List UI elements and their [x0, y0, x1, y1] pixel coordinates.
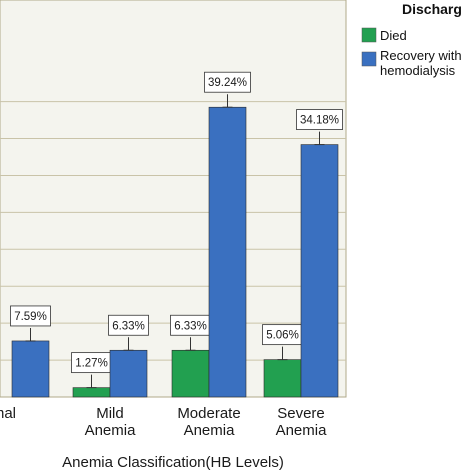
data-label-box — [10, 305, 51, 327]
data-label: 6.33% — [112, 320, 145, 332]
bar-died — [263, 359, 302, 398]
data-label: 1.27% — [75, 358, 108, 370]
x-tick-label: Moderate — [177, 405, 240, 422]
data-label: 7.59% — [14, 311, 47, 323]
bars: 1.27% 6.33% 5.06% 7.59% 6.33% 39.24% 34.18% — [10, 71, 343, 398]
data-label: 6.33% — [174, 320, 207, 332]
data-label-box — [296, 109, 343, 130]
legend: Discharg Died Recovery with hemodialysis — [361, 1, 462, 78]
bar-recovery — [11, 340, 50, 398]
x-tick-label: Anemia — [276, 422, 328, 439]
x-tick-label: Anemia — [184, 422, 236, 439]
legend-label-recovery-line1: Recovery with — [380, 48, 462, 63]
x-axis-label: Anemia Classification(HB Levels) — [62, 454, 284, 471]
legend-label-recovery-line2: hemodialysis — [380, 63, 456, 78]
data-label-box — [204, 71, 251, 93]
bar-recovery — [300, 144, 339, 398]
legend-label-died: Died — [380, 28, 407, 43]
x-tick-label: rmal — [0, 405, 16, 422]
bar-died — [171, 349, 210, 398]
x-tick-label: Anemia — [85, 422, 137, 439]
data-label: 39.24% — [208, 77, 247, 89]
data-label: 34.18% — [300, 115, 339, 127]
legend-swatch-died — [361, 27, 377, 43]
bar-died — [72, 387, 111, 398]
legend-title: Discharg — [402, 1, 462, 17]
bar-recovery — [208, 106, 247, 398]
x-tick-label: Mild — [96, 405, 124, 422]
data-label: 5.06% — [266, 330, 299, 342]
legend-swatch-recovery — [361, 51, 377, 67]
bar-recovery — [109, 349, 148, 398]
x-tick-label: Severe — [277, 405, 325, 422]
data-label-box — [108, 314, 149, 336]
x-tick-labels: rmalMildAnemiaModerateAnemiaSevereAnemia — [0, 405, 327, 439]
